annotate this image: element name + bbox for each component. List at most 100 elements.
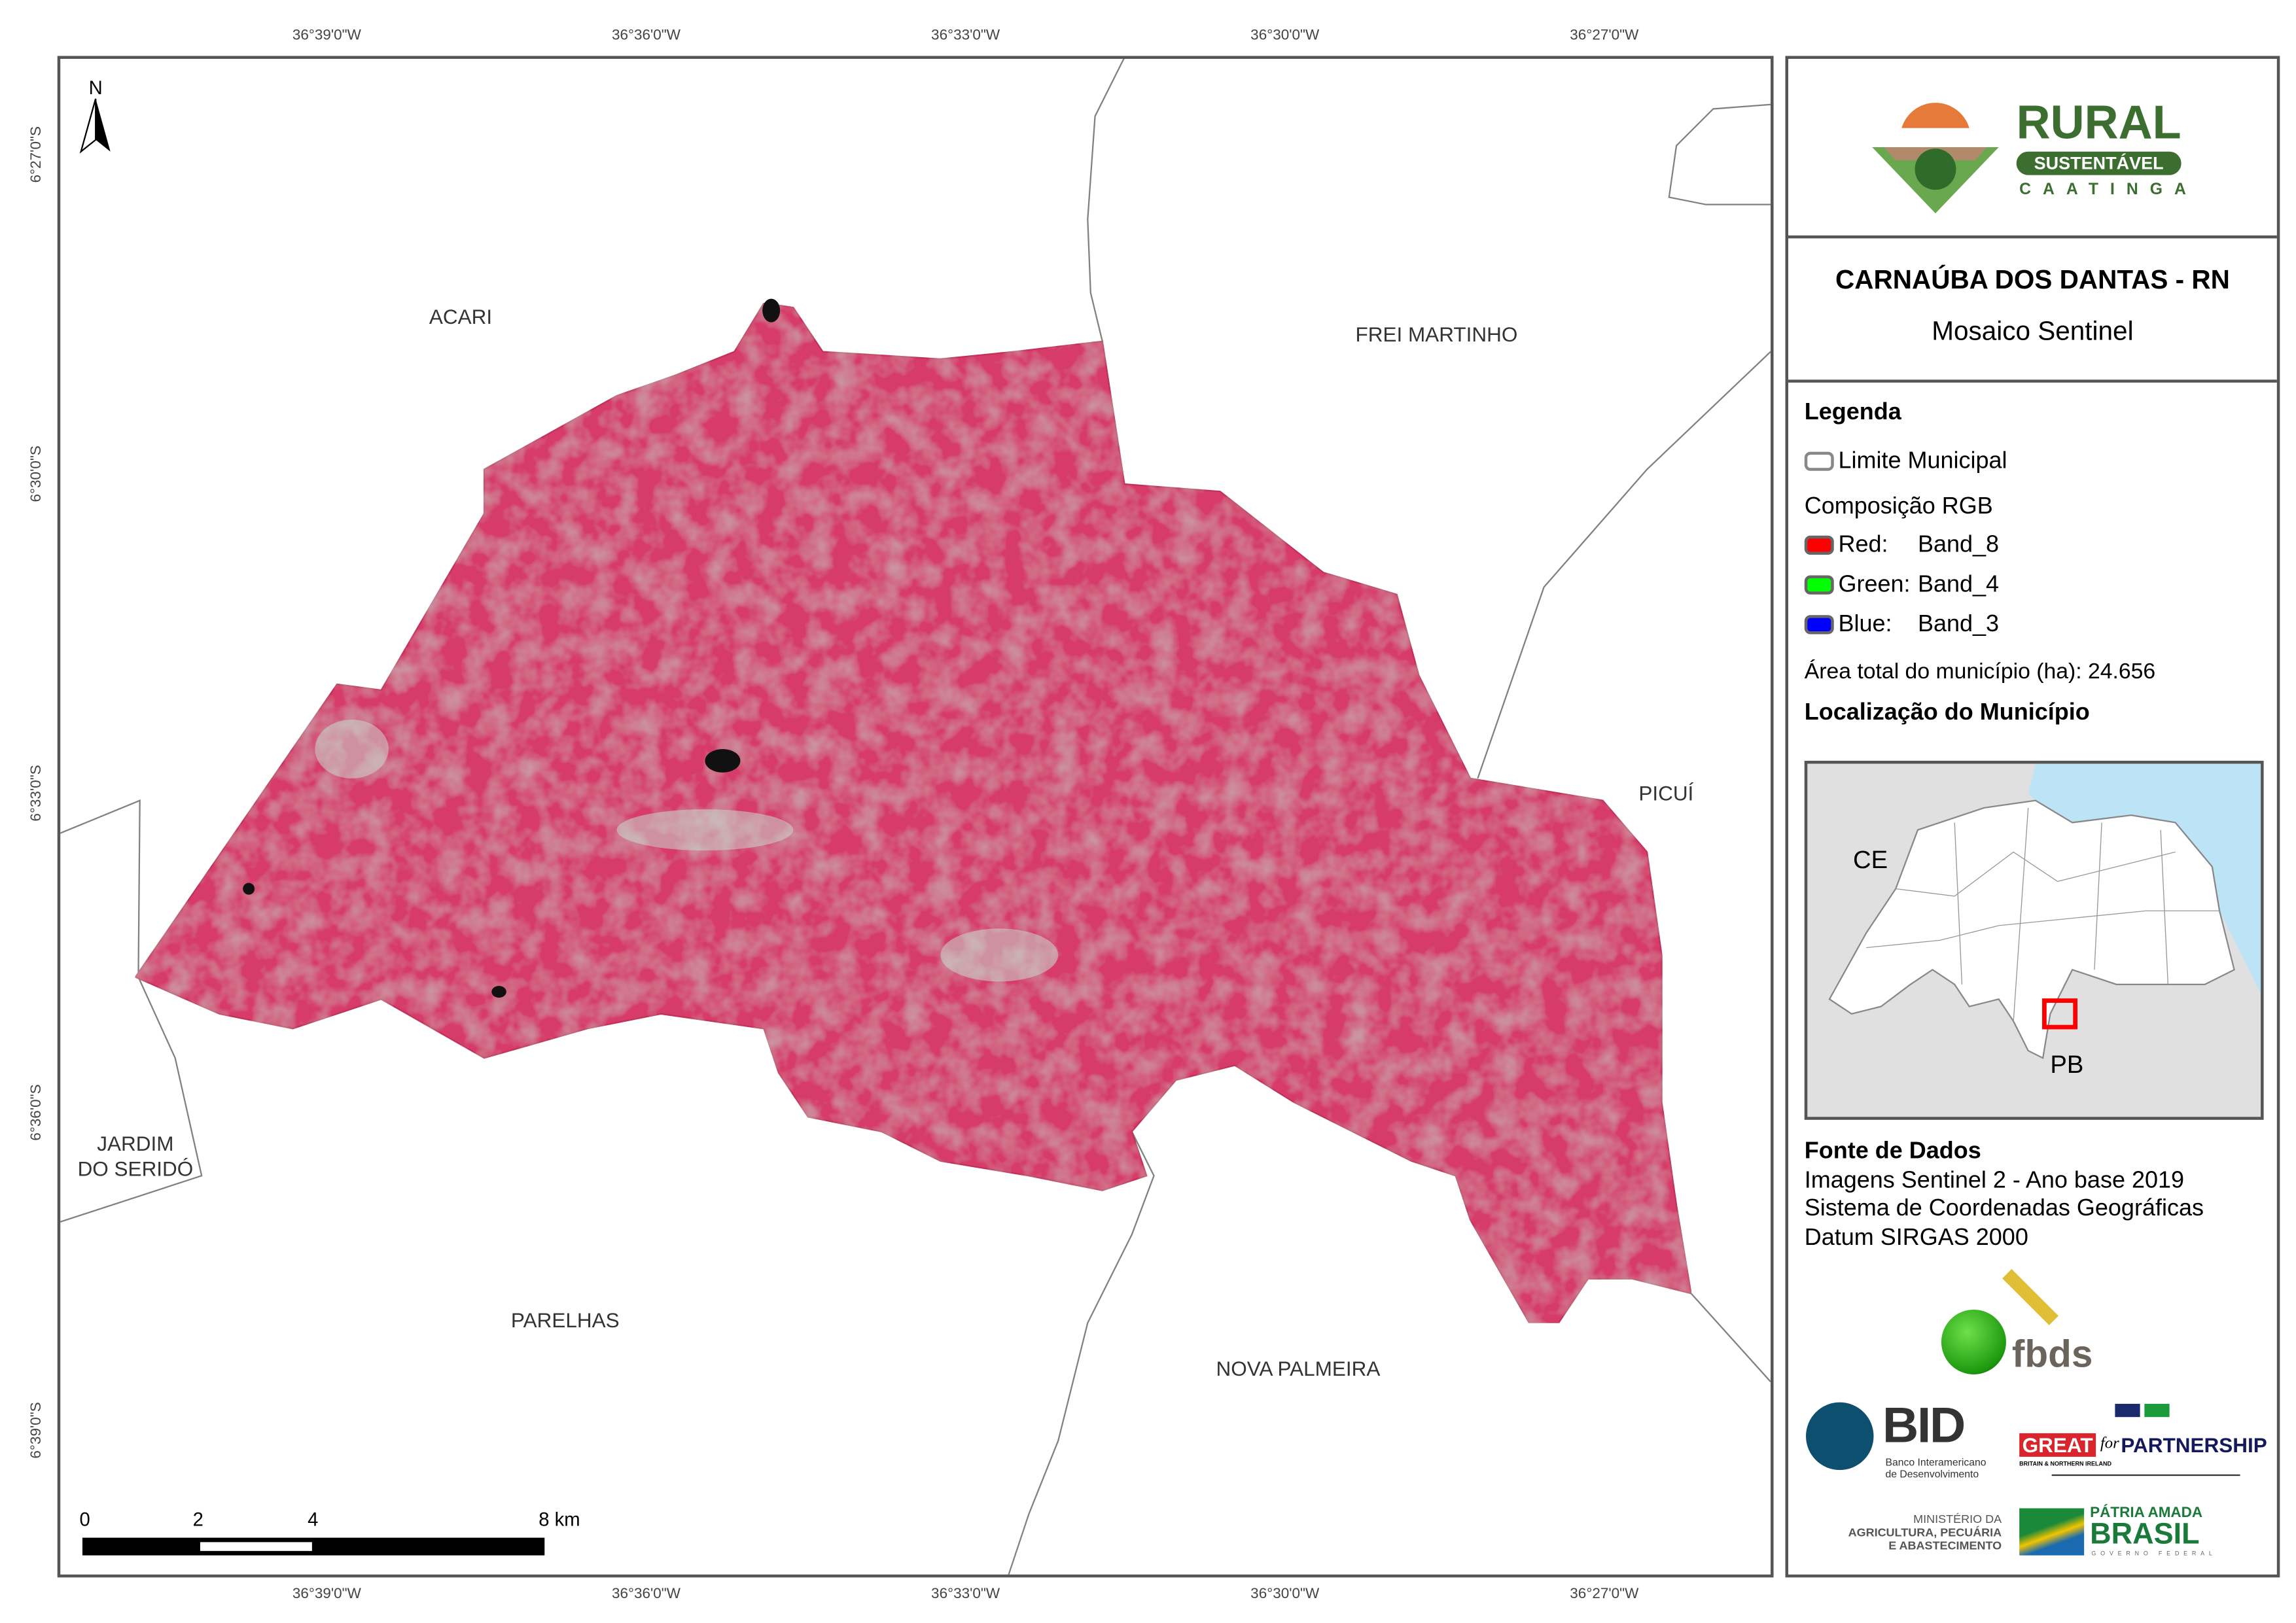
great-wordmark: GREAT	[2019, 1433, 2096, 1457]
tick-bottom: 36°30'0"W	[1250, 1586, 1320, 1603]
scale-label-2: 2	[192, 1508, 203, 1531]
municipality-sentinel-mosaic	[134, 302, 1692, 1324]
map-subtitle: Mosaico Sentinel	[1932, 316, 2134, 346]
neighbor-label-jardim-do-serido: JARDIM DO SERIDÓ	[78, 1132, 194, 1181]
tick-left: 6°30'0"S	[28, 445, 45, 502]
location-heading: Localização do Município	[1804, 700, 2090, 725]
partnership-word: PARTNERSHIP	[2121, 1433, 2267, 1457]
scale-label-4: 4	[308, 1508, 319, 1531]
neighbor-label-picui: PICUÍ	[1638, 781, 1694, 805]
divider	[2051, 1474, 2240, 1476]
fbds-bar-icon	[2002, 1268, 2058, 1325]
tick-top: 36°27'0"W	[1570, 27, 1639, 44]
logo-word-caatinga: CAATINGA	[2019, 181, 2198, 199]
channel-label: Green:	[1838, 572, 1911, 598]
fbds-logo: fbds	[1935, 1268, 2112, 1384]
divider	[1788, 379, 2277, 383]
sources-heading: Fonte de Dados	[1804, 1139, 1981, 1164]
channel-label: Red:	[1838, 532, 1888, 558]
for-word: for	[2100, 1435, 2119, 1453]
blue-swatch	[1804, 615, 1834, 635]
water-bodies	[243, 298, 781, 998]
side-panel: RURAL SUSTENTÁVEL CAATINGA CARNAÚBA DOS …	[1785, 56, 2280, 1578]
legend-item-red: Red: Band_8	[1804, 532, 2155, 559]
inset-label-pb: PB	[2050, 1051, 2084, 1079]
rn-state	[1828, 799, 2235, 1060]
inset-label-ce: CE	[1852, 846, 1888, 875]
tick-top: 36°33'0"W	[931, 27, 1000, 44]
tick-left: 6°39'0"S	[28, 1402, 45, 1459]
brasil-line3: GOVERNO FEDERAL	[2091, 1549, 2217, 1557]
legend-item-green: Green: Band_4	[1804, 572, 2155, 599]
great-partnership-logo: GREAT BRITAIN & NORTHERN IRELAND for PAR…	[2017, 1401, 2274, 1476]
brasil-line2: BRASIL	[2090, 1518, 2200, 1551]
ministerio-agricultura-logo: MINISTÉRIO DA AGRICULTURA, PECUÁRIA E AB…	[1840, 1512, 2002, 1552]
tick-bottom: 36°36'0"W	[611, 1586, 681, 1603]
ocean	[2028, 763, 2261, 994]
tick-bottom: 36°39'0"W	[292, 1586, 361, 1603]
tick-top: 36°30'0"W	[1250, 27, 1320, 44]
tick-left: 6°33'0"S	[28, 765, 45, 822]
north-arrow-icon	[79, 98, 111, 154]
band-label: Band_4	[1917, 572, 2000, 598]
bright-patches	[315, 719, 1059, 982]
legend-item-blue: Blue: Band_3	[1804, 612, 2155, 638]
band-label: Band_3	[1917, 612, 2000, 637]
neighbor-label-line1: JARDIM	[97, 1131, 174, 1155]
red-swatch	[1804, 536, 1834, 555]
source-line: Imagens Sentinel 2 - Ano base 2019	[1804, 1167, 2185, 1193]
legend: Legenda Limite Municipal Composição RGB …	[1804, 400, 2156, 727]
fbds-wordmark: fbds	[2011, 1331, 2093, 1376]
location-inset-map: CE PB	[1804, 760, 2264, 1120]
map-frame: N ACARI FREI MARTINHO PICUÍ JARDIM DO SE…	[57, 56, 1774, 1578]
north-arrow: N	[78, 77, 113, 162]
patria-amada-brasil-logo: PÁTRIA AMADA BRASIL GOVERNO FEDERAL	[2017, 1505, 2223, 1557]
boundary-swatch	[1804, 452, 1834, 472]
neighbor-label-line2: DO SERIDÓ	[77, 1157, 194, 1181]
bid-wordmark: BID	[1882, 1397, 1966, 1454]
brasil-line1: PÁTRIA AMADA	[2090, 1505, 2203, 1522]
mapa-line: MINISTÉRIO DA	[1913, 1512, 2002, 1526]
inset-map-graphic	[1828, 763, 2261, 1060]
brasil-flag-icon	[2019, 1508, 2085, 1556]
municipality-location-highlight	[2042, 998, 2078, 1030]
neighbor-label-nova-palmeira: NOVA PALMEIRA	[1216, 1356, 1381, 1380]
neighbor-label-parelhas: PARELHAS	[510, 1308, 620, 1332]
logo-word-sustentavel: SUSTENTÁVEL	[2016, 151, 2181, 175]
source-line: Sistema de Coordenadas Geográficas	[1804, 1196, 2204, 1222]
legend-heading: Legenda	[1804, 400, 1901, 426]
rural-sustentavel-logo: RURAL SUSTENTÁVEL CAATINGA	[1869, 96, 2208, 220]
mapa-line: E ABASTECIMENTO	[1888, 1539, 2002, 1553]
scale-bar-graphic	[82, 1537, 545, 1556]
mapa-line: AGRICULTURA, PECUÁRIA	[1848, 1526, 2002, 1539]
flags-icon	[2115, 1403, 2170, 1418]
bid-sub2: de Desenvolvimento	[1885, 1470, 1979, 1480]
legend-item-boundary: Limite Municipal	[1804, 449, 2155, 475]
scale-label-0: 0	[79, 1508, 90, 1531]
scale-label-8: 8 km	[539, 1508, 580, 1531]
fbds-sphere-icon	[1941, 1309, 2006, 1374]
tick-left: 6°27'0"S	[28, 126, 45, 183]
neighbor-boundaries	[60, 58, 1771, 1575]
data-sources: Fonte de Dados Imagens Sentinel 2 - Ano …	[1805, 1138, 2204, 1252]
tick-bottom: 36°33'0"W	[931, 1586, 1000, 1603]
neighbor-label-frei-martinho: FREI MARTINHO	[1355, 322, 1518, 346]
scale-bar: 0 2 4 8 km	[79, 1508, 583, 1567]
green-swatch	[1804, 576, 1834, 595]
neighbor-label-acari: ACARI	[429, 304, 493, 328]
legend-label: Limite Municipal	[1838, 449, 2007, 474]
rgb-heading: Composição RGB	[1804, 494, 1993, 520]
north-label: N	[88, 76, 103, 99]
bid-logo: BID Banco Interamericano de Desenvolvime…	[1806, 1398, 2012, 1486]
tick-left: 6°36'0"S	[28, 1084, 45, 1141]
great-sub: BRITAIN & NORTHERN IRELAND	[2019, 1459, 2111, 1467]
area-total: Área total do município (ha): 24.656	[1804, 659, 2156, 684]
channel-label: Blue:	[1838, 612, 1892, 637]
tick-bottom: 36°27'0"W	[1570, 1586, 1639, 1603]
bid-sub1: Banco Interamericano	[1885, 1458, 1987, 1469]
bid-globe-icon	[1806, 1402, 1874, 1471]
logo-word-rural: RURAL	[2016, 96, 2181, 149]
map-title: CARNAÚBA DOS DANTAS - RN	[1835, 264, 2230, 294]
tick-top: 36°39'0"W	[292, 27, 361, 44]
band-label: Band_8	[1917, 532, 2000, 558]
